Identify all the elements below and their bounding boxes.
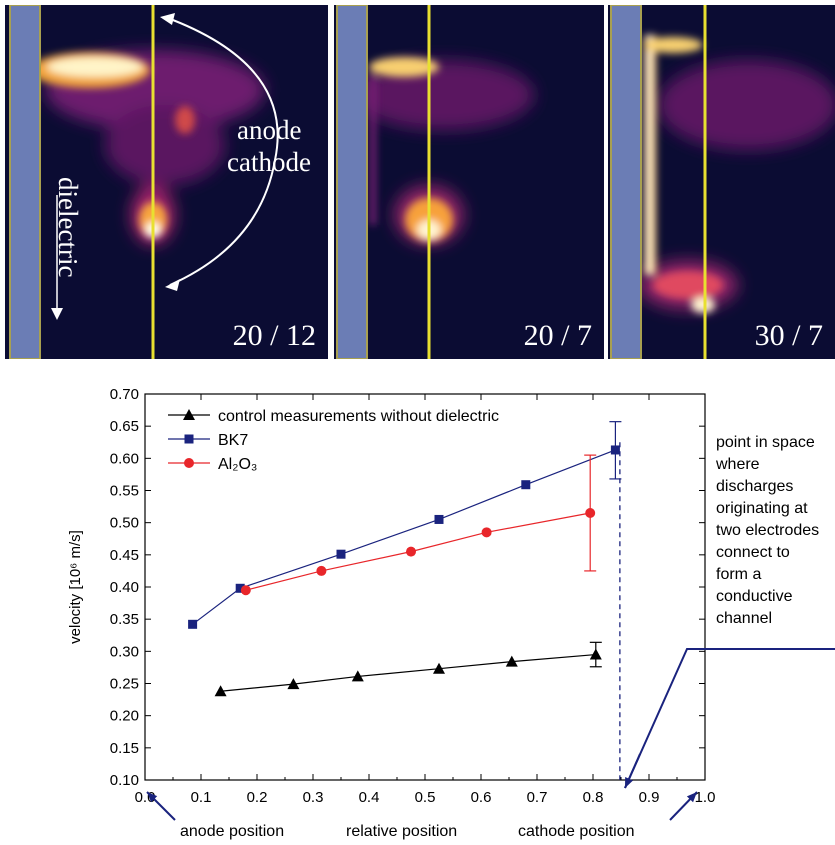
note-line: where bbox=[716, 456, 760, 473]
x-tick-label: 1.0 bbox=[695, 789, 716, 806]
anode-label: anode bbox=[237, 115, 302, 145]
data-point bbox=[240, 585, 251, 596]
x-tick-label: 0.1 bbox=[191, 789, 212, 806]
panel-label-3: 30 / 7 bbox=[754, 319, 823, 352]
series-line bbox=[245, 512, 591, 591]
arrow-head bbox=[147, 792, 158, 803]
y-tick-label: 0.70 bbox=[110, 386, 139, 403]
legend-label: control measurements without dielectric bbox=[218, 408, 499, 425]
series-line bbox=[192, 449, 616, 625]
dielectric-label: dielectric bbox=[53, 177, 83, 278]
y-tick-label: 0.30 bbox=[110, 643, 139, 660]
data-point bbox=[406, 546, 416, 557]
x-tick-label: 0.3 bbox=[303, 789, 324, 806]
data-point bbox=[521, 480, 531, 490]
x-tick-label: 0.7 bbox=[527, 789, 548, 806]
panel-label-1: 20 / 12 bbox=[232, 319, 316, 352]
x-tick-label: 0.5 bbox=[415, 789, 436, 806]
channel-note: point in space where discharges originating… bbox=[716, 432, 819, 630]
y-tick-label: 0.35 bbox=[110, 611, 139, 628]
data-point bbox=[214, 685, 227, 697]
data-point bbox=[188, 619, 198, 629]
data-point bbox=[336, 549, 346, 559]
x-tick-label: 0.4 bbox=[359, 789, 380, 806]
y-tick-label: 0.10 bbox=[110, 772, 139, 789]
legend-label: Al₂O₃ bbox=[218, 456, 257, 473]
note-line: form a bbox=[716, 566, 762, 583]
y-tick-label: 0.60 bbox=[110, 450, 139, 467]
arrow-head bbox=[686, 792, 697, 803]
bottom-label-relative: relative position bbox=[346, 823, 457, 840]
y-tick-label: 0.40 bbox=[110, 579, 139, 596]
note-line: two electrodes bbox=[716, 522, 820, 539]
photo-panel-3: 30 / 7 bbox=[608, 5, 835, 359]
data-point bbox=[184, 458, 194, 468]
velocity-chart: 0.0 0.1 0.2 0.3 0.4 0.5 0.6 0.7 0.8 0.9 1.0 0.10 0.1… bbox=[67, 386, 835, 840]
photo-panel-2: 20 / 7 bbox=[334, 5, 604, 359]
data-point bbox=[585, 508, 596, 519]
data-point bbox=[183, 409, 195, 420]
note-line: originating at bbox=[716, 500, 808, 517]
data-point bbox=[433, 662, 445, 674]
data-point bbox=[481, 527, 492, 538]
x-tick-label: 0.8 bbox=[583, 789, 604, 806]
data-point bbox=[351, 670, 364, 682]
bottom-label-cathode: cathode position bbox=[518, 823, 635, 840]
y-tick-label: 0.45 bbox=[110, 547, 139, 564]
y-tick-label: 0.55 bbox=[110, 483, 139, 500]
pointer-arrows bbox=[146, 648, 835, 821]
data-point bbox=[610, 445, 620, 455]
note-line: conductive bbox=[716, 588, 793, 605]
note-line: connect to bbox=[716, 544, 790, 561]
x-tick-label: 0.2 bbox=[247, 789, 268, 806]
y-tick-label: 0.25 bbox=[110, 676, 139, 693]
photo-panel-1: anode cathode dielectric 20 / 12 bbox=[5, 5, 328, 359]
y-tick-label: 0.20 bbox=[110, 708, 139, 725]
y-tick-label: 0.65 bbox=[110, 418, 139, 435]
panel-label-2: 20 / 7 bbox=[523, 319, 592, 352]
legend-label: BK7 bbox=[218, 432, 248, 449]
note-line: point in space bbox=[716, 434, 815, 451]
y-tick-label: 0.50 bbox=[110, 515, 139, 532]
note-line: discharges bbox=[716, 478, 794, 495]
plot-frame bbox=[144, 393, 706, 781]
y-tick-label: 0.15 bbox=[110, 740, 139, 757]
data-point bbox=[287, 678, 300, 690]
data-point bbox=[589, 648, 602, 660]
data-point bbox=[316, 565, 327, 576]
pointer-arrow bbox=[624, 648, 835, 789]
y-axis-label: velocity [10⁶ m/s] bbox=[67, 530, 84, 644]
data-point bbox=[434, 514, 444, 524]
x-tick-label: 0.0 bbox=[135, 789, 156, 806]
axes: 0.0 0.1 0.2 0.3 0.4 0.5 0.6 0.7 0.8 0.9 1.0 0.10 0.1… bbox=[110, 386, 716, 806]
series-line bbox=[220, 653, 596, 692]
data-point bbox=[505, 655, 518, 667]
data-point bbox=[235, 583, 245, 593]
series-layer bbox=[188, 421, 622, 697]
cathode-label: cathode bbox=[227, 147, 311, 177]
x-tick-label: 0.6 bbox=[471, 789, 492, 806]
bottom-label-anode: anode position bbox=[180, 823, 284, 840]
data-point bbox=[184, 434, 194, 444]
arrow-head bbox=[625, 777, 634, 788]
note-line: channel bbox=[716, 610, 773, 627]
dielectric-bar bbox=[9, 5, 41, 359]
legend: control measurements without dielectric B… bbox=[168, 408, 499, 473]
x-tick-label: 0.9 bbox=[639, 789, 660, 806]
